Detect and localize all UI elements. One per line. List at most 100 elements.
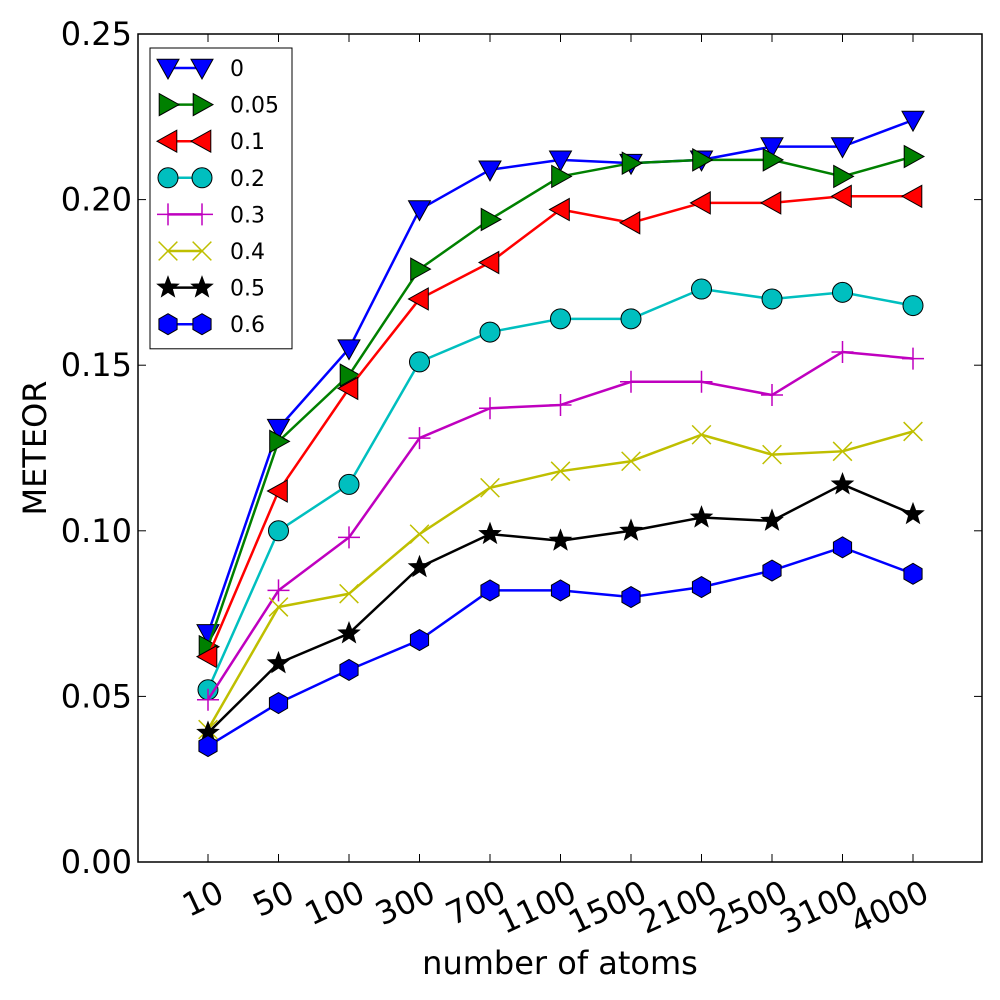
data-point-0.1-2500 (759, 191, 782, 215)
data-point-0-50 (266, 418, 291, 441)
data-point-0.6-10 (198, 735, 218, 758)
data-point-0.6-100 (339, 658, 359, 681)
data-point-0.5-300 (407, 554, 432, 578)
legend-entry-0: 0 (156, 57, 244, 82)
data-point-0.05-1500 (621, 151, 644, 176)
data-point-0.6-300 (409, 629, 430, 652)
data-point-0.1-100 (336, 376, 359, 401)
legend-label: 0.2 (230, 167, 265, 192)
data-point-0.2-4000 (902, 295, 924, 317)
legend-marker-left (157, 167, 179, 189)
data-point-0.1-10 (195, 644, 218, 669)
legend-entry-0.6: 0.6 (158, 313, 265, 338)
legend-marker-right (191, 203, 213, 226)
data-point-0.05-2500 (762, 148, 785, 172)
data-point-0.2-700 (479, 321, 501, 343)
legend-entry-0.5: 0.5 (156, 275, 265, 302)
data-point-0.3-1500 (620, 370, 642, 393)
data-point-0-2500 (760, 137, 784, 159)
data-point-0.3-3100 (831, 340, 854, 363)
legend-entry-0.1: 0.1 (155, 129, 265, 155)
data-point-0.3-100 (338, 526, 360, 549)
plot-layer (195, 110, 926, 758)
legend-label: 0.6 (230, 313, 265, 338)
legend-label: 0.4 (230, 240, 265, 265)
data-point-0.3-2500 (761, 384, 783, 407)
legend-entry-0.2: 0.2 (157, 167, 265, 192)
data-point-0.4-4000 (903, 421, 923, 442)
data-point-0.05-1100 (551, 164, 573, 189)
data-point-0.2-2500 (761, 288, 783, 310)
data-point-0.5-1100 (548, 528, 573, 551)
data-point-0.1-3100 (830, 184, 852, 209)
legend-label: 0.5 (230, 277, 265, 302)
data-point-0.5-100 (337, 621, 361, 644)
data-point-0.05-300 (410, 257, 432, 282)
legend-entry-0.3: 0.3 (157, 203, 265, 228)
legend-entry-0.05: 0.05 (158, 92, 279, 119)
legend-marker-left (156, 275, 180, 298)
series-0.3 (197, 340, 924, 711)
data-point-0.6-3100 (832, 536, 853, 559)
data-point-0.5-2100 (689, 505, 714, 528)
data-point-0.2-3100 (832, 281, 853, 303)
legend-marker-right (192, 92, 215, 117)
data-point-0.4-50 (268, 597, 289, 617)
data-point-0.05-3100 (833, 164, 855, 189)
data-point-0.1-1100 (548, 197, 570, 222)
data-point-0.4-1500 (621, 451, 641, 472)
data-point-0.6-50 (268, 691, 289, 715)
data-point-0.4-3100 (832, 441, 853, 462)
data-point-0.3-2100 (690, 370, 713, 393)
legend-label: 0.05 (230, 94, 279, 119)
data-point-0.4-300 (409, 524, 430, 544)
data-point-0-100 (337, 339, 361, 361)
data-point-0.1-4000 (900, 184, 923, 209)
data-point-0-4000 (901, 110, 925, 133)
data-point-0.3-10 (197, 688, 219, 711)
data-point-0.6-1500 (621, 585, 641, 609)
legend-marker-left (158, 313, 178, 336)
series-0 (196, 110, 925, 646)
data-point-0.6-2100 (691, 576, 712, 599)
data-point-0.2-300 (409, 351, 430, 373)
x-axis-title: number of atoms (422, 944, 698, 982)
data-point-0.4-2100 (691, 424, 712, 445)
legend-marker-right (192, 313, 212, 336)
data-point-0.6-1100 (550, 579, 571, 602)
data-point-0.5-50 (266, 650, 291, 674)
legend-marker-right (190, 275, 214, 298)
data-point-0.5-3100 (830, 472, 855, 495)
y-tick-label: 0.25 (61, 15, 132, 53)
data-point-0.2-100 (338, 473, 360, 495)
data-point-0.1-700 (477, 250, 500, 275)
series-0.05 (198, 144, 926, 659)
data-point-0.3-1100 (549, 393, 572, 416)
series-0.6 (198, 536, 923, 758)
legend-marker-right (189, 129, 212, 154)
data-point-0.4-1100 (550, 461, 571, 482)
data-point-0.05-100 (339, 363, 362, 387)
data-point-0.2-1100 (550, 308, 571, 330)
data-point-0.2-2100 (691, 278, 712, 300)
data-point-0.1-2100 (689, 191, 711, 215)
data-point-0.05-700 (480, 207, 503, 232)
data-point-0.5-2500 (760, 508, 784, 531)
legend-entry-0.4: 0.4 (158, 240, 265, 265)
data-point-0.5-4000 (901, 501, 925, 525)
data-point-0.05-4000 (903, 144, 926, 169)
legend-marker-right (192, 241, 212, 261)
series-0.4 (198, 421, 923, 740)
data-point-0.05-50 (269, 429, 291, 454)
y-axis-title: METEOR (16, 380, 54, 515)
data-point-0.3-700 (479, 397, 501, 420)
legend-box (149, 47, 293, 350)
series-0.5 (196, 472, 925, 743)
legend-marker-right (190, 58, 214, 81)
data-point-0.1-1500 (618, 210, 641, 235)
data-point-0-1100 (548, 150, 573, 172)
legend-marker-right (191, 167, 213, 189)
data-point-0.2-1500 (620, 308, 642, 330)
legend-label: 0.3 (230, 203, 265, 228)
